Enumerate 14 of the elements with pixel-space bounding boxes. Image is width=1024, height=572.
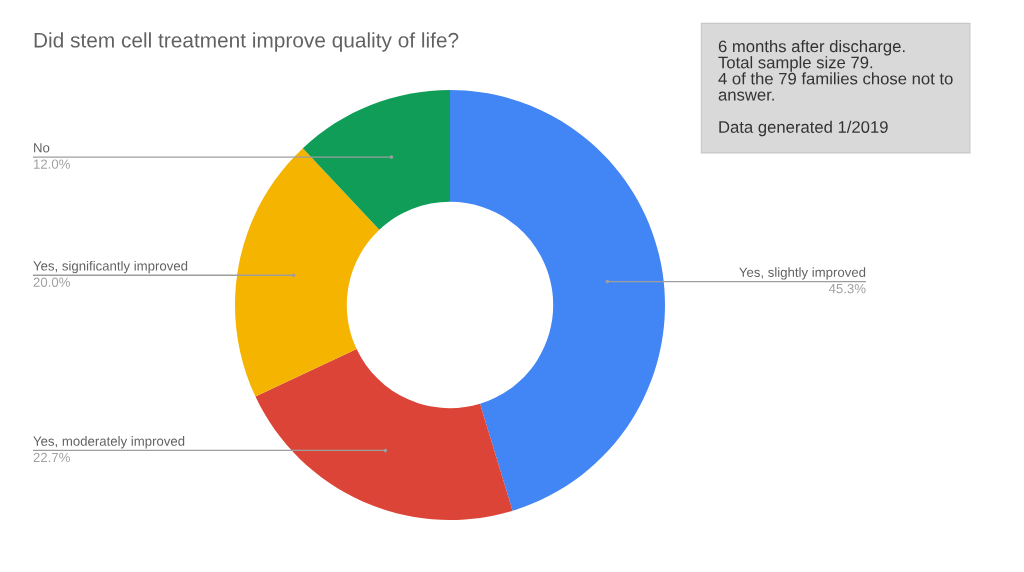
slice-label: Yes, significantly improved [33,260,188,274]
data-label: 22.7% [33,452,70,463]
donut-slice [302,90,450,230]
text: 6 months after discharge. Total sample size 79. 4 of the 79 families chose not to answer. Data generated 1/2019 [718,40,953,137]
chart-title: Did stem cell treatment improve quality of life? [34,32,459,52]
slice-label: Yes, moderately improved [33,436,185,449]
data-label: 20.0% [33,277,70,287]
slice-label: Yes, slightly improved [739,267,866,280]
data-label: 45.3% [828,283,866,294]
donut-slice [235,148,380,397]
donut-slice [255,348,513,520]
data-label: 12.0% [34,159,70,169]
slice-label: No [34,143,50,153]
donut-slice [450,90,665,511]
